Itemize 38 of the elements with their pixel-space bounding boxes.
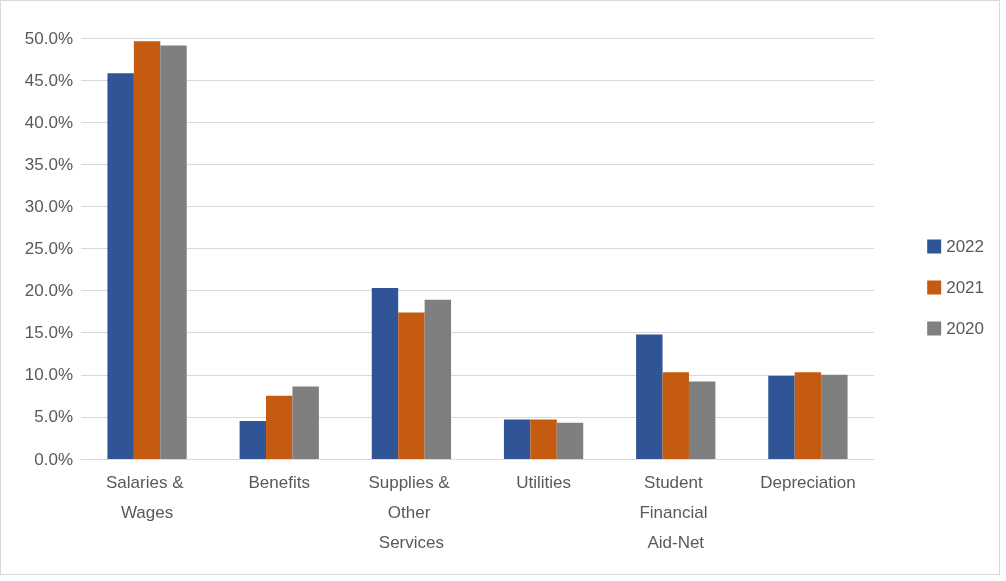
- bar: [424, 299, 452, 459]
- bar: [768, 375, 795, 459]
- bar: [636, 334, 663, 459]
- x-tick-label: Salaries & Wages: [105, 472, 189, 522]
- legend-label: 2021: [946, 278, 985, 297]
- y-tick-label: 5.0%: [34, 407, 73, 427]
- y-tick-label: 15.0%: [24, 323, 73, 343]
- bar: [107, 73, 134, 459]
- y-tick-label: 35.0%: [24, 154, 73, 174]
- y-tick-label: 0.0%: [34, 449, 73, 469]
- bar: [556, 422, 584, 459]
- y-tick-label: 25.0%: [24, 239, 73, 258]
- x-tick-label: Student Financial Aid-Net: [639, 472, 713, 552]
- y-tick-label: 30.0%: [24, 196, 73, 216]
- x-tick-label: Supplies & Other Services: [368, 472, 455, 552]
- bar: [530, 419, 557, 459]
- y-tick-label: 50.0%: [24, 28, 73, 48]
- bar: [133, 41, 161, 459]
- legend-label: 2022: [946, 237, 985, 256]
- bar: [371, 288, 399, 459]
- bar: [794, 372, 822, 459]
- x-tick-label: Utilities: [516, 472, 571, 492]
- x-tick-label: Benefits: [248, 472, 310, 492]
- y-tick-label: 45.0%: [24, 70, 73, 90]
- bar: [688, 381, 716, 459]
- y-tick-label: 40.0%: [24, 112, 73, 132]
- bar: [239, 421, 267, 459]
- bar: [292, 386, 319, 459]
- bar: [662, 372, 689, 459]
- bar: [821, 374, 848, 459]
- y-tick-label: 20.0%: [24, 281, 73, 301]
- x-tick-label: Depreciation: [760, 472, 856, 492]
- bar: [266, 395, 293, 459]
- bar: [398, 312, 425, 459]
- y-tick-label: 10.0%: [24, 365, 73, 385]
- legend-label: 2020: [946, 319, 985, 338]
- bar: [160, 45, 187, 459]
- bar: [503, 419, 531, 459]
